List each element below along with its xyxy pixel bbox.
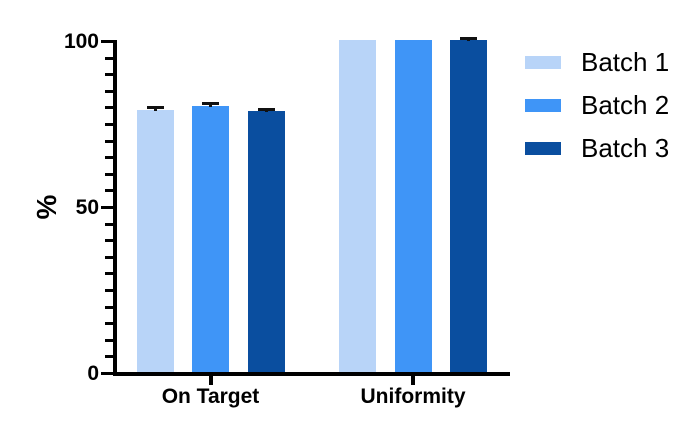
- y-tick-label: 100: [63, 29, 99, 53]
- y-minor-tick: [105, 56, 113, 60]
- bar-batch-3-on-target: [247, 111, 285, 372]
- y-minor-tick: [105, 355, 113, 359]
- legend-item: Batch 2: [525, 90, 669, 120]
- y-minor-tick: [105, 89, 113, 93]
- y-major-tick: [101, 40, 113, 43]
- y-minor-tick: [105, 123, 113, 126]
- x-category-label-on-target: On Target: [161, 385, 260, 408]
- legend-item: Batch 1: [525, 47, 669, 77]
- y-minor-tick: [105, 139, 113, 143]
- x-axis-line: [113, 372, 510, 376]
- y-minor-tick: [105, 73, 113, 77]
- bar-batch-2-on-target: [192, 106, 229, 372]
- x-category-label-uniformity: Uniformity: [360, 385, 466, 408]
- legend: Batch 1 Batch 2 Batch 3: [525, 47, 669, 176]
- bar-batch-1-on-target: [136, 109, 174, 372]
- error-bar-stem: [153, 107, 157, 111]
- y-minor-tick: [105, 289, 113, 292]
- y-minor-tick: [105, 255, 113, 259]
- error-bar-cap: [146, 105, 164, 109]
- y-minor-tick: [105, 156, 113, 160]
- y-minor-tick: [105, 338, 113, 342]
- bar-batch-3-uniformity: [450, 40, 487, 372]
- legend-label: Batch 1: [581, 46, 670, 77]
- x-tick: [208, 376, 213, 385]
- y-minor-tick: [105, 305, 113, 309]
- legend-swatch-batch-1: [525, 55, 561, 69]
- error-bar-cap: [202, 102, 219, 106]
- y-minor-tick: [105, 222, 113, 226]
- y-minor-tick: [105, 239, 113, 243]
- y-minor-tick: [105, 322, 113, 326]
- y-minor-tick: [105, 272, 113, 276]
- error-bar-cap: [257, 107, 275, 111]
- error-bar-stem: [209, 103, 212, 108]
- y-major-tick: [101, 372, 113, 375]
- bar-batch-1-uniformity: [339, 40, 376, 372]
- y-minor-tick: [105, 189, 113, 193]
- y-minor-tick: [105, 106, 113, 110]
- y-tick-label: 0: [87, 361, 99, 385]
- y-major-tick: [101, 206, 113, 209]
- error-bar-cap: [460, 37, 477, 41]
- y-minor-tick: [105, 172, 113, 176]
- legend-swatch-batch-3: [525, 141, 561, 155]
- bar-batch-2-uniformity: [394, 40, 432, 372]
- legend-label: Batch 2: [581, 89, 670, 120]
- y-axis-line: [113, 40, 117, 376]
- legend-item: Batch 3: [525, 133, 669, 163]
- legend-label: Batch 3: [581, 132, 670, 163]
- x-tick: [411, 376, 415, 385]
- y-tick-label: 50: [75, 195, 99, 219]
- legend-swatch-batch-2: [525, 98, 561, 112]
